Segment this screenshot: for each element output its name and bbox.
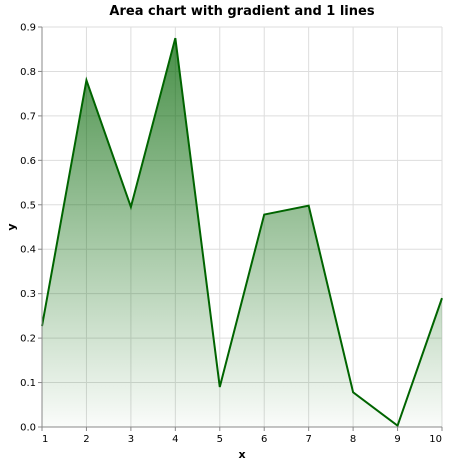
- x-tick-label: 2: [83, 434, 89, 445]
- y-tick-label: 0.3: [20, 289, 36, 300]
- x-tick-label: 3: [128, 434, 134, 445]
- y-tick-label: 0.6: [20, 156, 36, 167]
- area-layer: [41, 37, 443, 428]
- chart-title: Area chart with gradient and 1 lines: [109, 4, 374, 19]
- y-tick-label: 0.8: [20, 67, 36, 78]
- y-tick-label: 0.9: [20, 23, 36, 34]
- x-tick-label: 1: [42, 434, 48, 445]
- x-tick-label: 6: [261, 434, 267, 445]
- y-tick-label: 0.2: [20, 334, 36, 345]
- y-tick-label: 0.7: [20, 111, 36, 122]
- series-line: [41, 37, 443, 428]
- y-axis-label: y: [5, 223, 18, 230]
- y-tick-label: 0.1: [20, 378, 36, 389]
- y-tick-label: 0.0: [20, 423, 36, 434]
- x-tick-label: 8: [350, 434, 356, 445]
- axes: [41, 27, 442, 428]
- x-tick-label: 7: [305, 434, 311, 445]
- x-tick-label: 5: [217, 434, 223, 445]
- y-tick-label: 0.5: [20, 200, 36, 211]
- x-tick-label: 10: [429, 434, 442, 445]
- area-fill: [42, 38, 442, 427]
- x-tick-label: 4: [172, 434, 178, 445]
- y-axis-ticks: 0.0 0.1 0.2 0.3 0.4 0.5 0.6 0.7 0.8 0.9: [20, 23, 42, 434]
- x-axis-label: x: [238, 448, 245, 461]
- y-tick-label: 0.4: [20, 245, 36, 256]
- x-tick-label: 9: [394, 434, 400, 445]
- x-axis-ticks: 1 2 3 4 5 6 7 8 9 10: [41, 427, 443, 445]
